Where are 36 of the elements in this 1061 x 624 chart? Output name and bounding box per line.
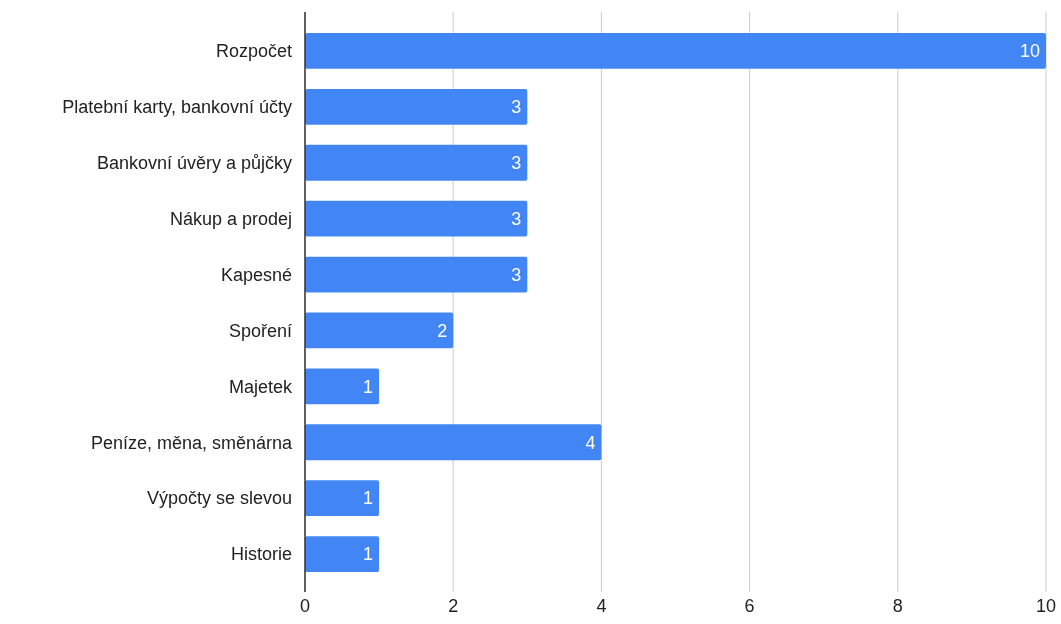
data-label: 1	[363, 488, 374, 509]
bar	[305, 200, 528, 237]
y-tick-label: Majetek	[228, 376, 293, 397]
bar	[305, 256, 528, 293]
y-tick-label: Nákup a prodej	[169, 208, 292, 229]
y-tick-label: Peníze, měna, směnárna	[90, 432, 293, 453]
y-tick-label: Rozpočet	[215, 41, 292, 62]
data-label: 4	[585, 432, 596, 453]
bar	[305, 312, 454, 349]
y-tick-label: Platební karty, bankovní účty	[62, 97, 292, 118]
bar	[305, 536, 380, 572]
x-tick-label: 2	[448, 596, 459, 616]
data-label: 3	[511, 97, 522, 118]
x-tick-label: 0	[299, 596, 311, 616]
data-label: 3	[511, 264, 522, 285]
data-label: 3	[511, 208, 522, 229]
data-label: 1	[363, 376, 374, 397]
y-tick-label: Kapesné	[220, 264, 292, 285]
x-tick-label: 10	[1035, 596, 1057, 616]
data-label: 10	[1019, 41, 1040, 62]
bar	[305, 368, 380, 405]
data-label: 1	[363, 544, 374, 565]
data-label: 3	[511, 153, 522, 174]
x-tick-label: 8	[892, 596, 903, 616]
x-tick-label: 6	[744, 596, 755, 616]
bar	[305, 480, 380, 517]
bar	[305, 144, 528, 181]
data-label: 2	[437, 320, 448, 341]
y-tick-label: Výpočty se slevou	[146, 488, 292, 509]
x-tick-label: 4	[596, 596, 607, 616]
bar	[305, 33, 1046, 69]
bar	[305, 88, 528, 125]
y-tick-label: Historie	[230, 544, 292, 565]
y-tick-label: Spoření	[228, 320, 292, 341]
bar	[305, 424, 602, 461]
y-tick-label: Bankovní úvěry a půjčky	[96, 153, 292, 174]
